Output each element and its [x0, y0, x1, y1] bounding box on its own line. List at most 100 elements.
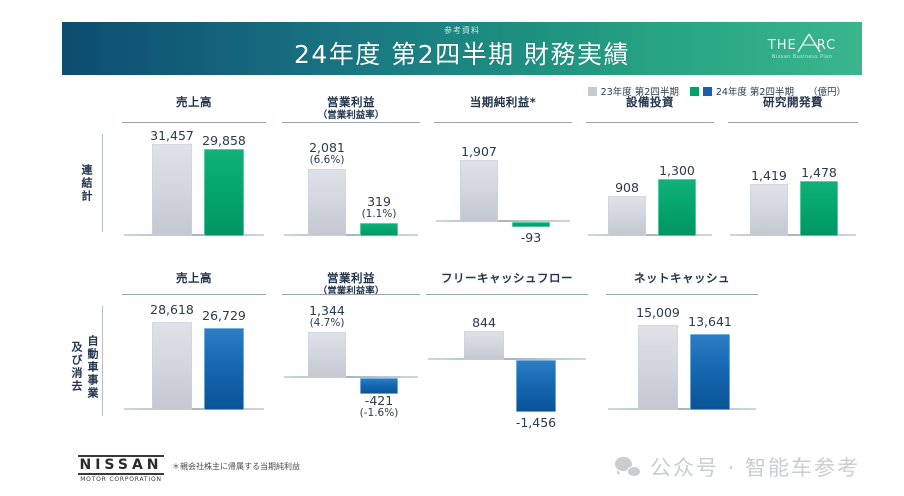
bar-pct-prev: (6.6%) [309, 154, 345, 166]
bar-prev [152, 144, 192, 236]
bar-label-curr: -421 (-1.6%) [341, 394, 417, 420]
chart-baseline [588, 234, 712, 236]
chart-panel-net-revenue-consolidated: 売上高 31,457 29,858 [118, 96, 270, 261]
bar-label-curr: -93 [520, 230, 542, 245]
bar-curr [204, 328, 244, 410]
chart-title-rule [426, 294, 588, 295]
chart-panel-net-revenue-automotive: 売上高 28,618 26,729 [118, 272, 270, 444]
chart-title-main: ネットキャッシュ [634, 271, 730, 285]
chart-title-main: 営業利益 [327, 271, 375, 285]
bar-pct-prev: (4.7%) [309, 317, 345, 329]
chart-baseline [124, 408, 264, 410]
chart-plot-area: 844 -1,456 [422, 304, 592, 434]
nissan-logo-name: NISSAN [79, 457, 163, 473]
bar-curr [204, 149, 244, 236]
row-label-line2: 及び消去 [70, 341, 83, 393]
row-axis-line [102, 134, 103, 232]
chart-title-main: 売上高 [176, 95, 212, 109]
bar-label-prev: 31,457 [150, 128, 194, 143]
bar-label-curr: 1,478 [801, 165, 837, 180]
bar-prev [750, 184, 788, 236]
chart-plot-area: 1,344 (4.7%) -421 (-1.6%) [278, 304, 424, 434]
legend-label-curr: 24年度 第2四半期 [715, 87, 794, 98]
bar-curr-negative [360, 378, 398, 394]
chart-plot-area: 31,457 29,858 [118, 129, 270, 244]
bar-curr-negative [512, 222, 550, 227]
chart-title-main: 研究開発費 [763, 95, 823, 109]
bar-prev [464, 331, 504, 360]
chart-row-automotive: 自動車事業 及び消去 売上高 28,618 26,729 営業利益 （営業利益率… [62, 272, 862, 444]
chart-panel-net-cash: ネットキャッシュ 15,009 13,641 [602, 272, 762, 444]
bar-curr [800, 181, 838, 236]
chart-title: 売上高 [118, 272, 270, 285]
bar-label-curr: 1,300 [659, 163, 695, 178]
chart-title: 研究開発費 [724, 96, 862, 109]
chart-panel-capex-consolidated: 設備投資 908 1,300 [582, 96, 718, 261]
bar-label-curr: 319 (1.1%) [341, 195, 417, 221]
watermark: 公众号 · 智能车参考 [614, 452, 860, 482]
legend-swatch-prev [587, 86, 597, 96]
chart-title: フリーキャッシュフロー [422, 272, 592, 285]
chart-title-main: 売上高 [176, 271, 212, 285]
chart-title-rule [122, 122, 266, 123]
chart-panel-net-income-consolidated: 当期純利益* 1,907 -93 [430, 96, 576, 261]
row-label-automotive: 自動車事業 及び消去 [68, 312, 100, 422]
row-axis-line [102, 306, 103, 416]
bar-curr [690, 334, 730, 410]
footnote-text: ＊親会社株主に帰属する当期純利益 [172, 462, 300, 471]
chart-title: ネットキャッシュ [602, 272, 762, 285]
chart-title-rule [586, 122, 714, 123]
bar-curr [658, 179, 696, 236]
chart-baseline [284, 234, 418, 236]
header-subtitle: 参考資料 [444, 26, 480, 35]
legend-swatch-curr-blue [702, 86, 712, 96]
bar-curr [360, 223, 398, 236]
chart-panel-rnd-consolidated: 研究開発費 1,419 1,478 [724, 96, 862, 261]
arc-word-rc: RC [816, 38, 837, 53]
bar-label-prev: 2,081 (6.6%) [289, 141, 365, 167]
chart-title-main: 当期純利益* [469, 95, 537, 109]
chart-baseline [428, 358, 586, 360]
chart-title: 当期純利益* [430, 96, 576, 109]
chart-panel-operating-profit-automotive: 営業利益 （営業利益率） 1,344 (4.7%) -421 (-1.6%) [278, 272, 424, 444]
nissan-logo-subtitle: MOTOR CORPORATION [80, 476, 162, 483]
the-arc-logo: THE RC Nissan Business Plan [756, 33, 848, 68]
bar-prev [638, 325, 678, 410]
legend-swatch-curr-green [689, 86, 699, 96]
row-label-consolidated: 連結計 [80, 163, 93, 203]
chart-panel-free-cash-flow: フリーキャッシュフロー 844 -1,456 [422, 272, 592, 444]
chart-title-main: 営業利益 [327, 95, 375, 109]
arc-word-the: THE [767, 38, 797, 53]
bar-value-curr: 319 [367, 194, 391, 209]
chart-title: 売上高 [118, 96, 270, 109]
chart-plot-area: 2,081 (6.6%) 319 (1.1%) [278, 134, 424, 244]
chart-baseline [436, 220, 570, 222]
watermark-text: 公众号 · 智能车参考 [649, 456, 860, 480]
chart-title-rule [606, 294, 758, 295]
bar-label-prev: 1,344 (4.7%) [289, 304, 365, 330]
bar-label-curr: 29,858 [202, 133, 246, 148]
bar-value-prev: 1,344 [309, 303, 345, 318]
chart-plot-area: 15,009 13,641 [602, 304, 762, 434]
wechat-icon [614, 457, 641, 477]
bar-label-prev: 1,907 [461, 144, 497, 159]
chart-title-rule [122, 294, 266, 295]
chart-plot-area: 1,419 1,478 [724, 134, 862, 244]
bar-prev [608, 196, 646, 236]
nissan-logo-bar-top [78, 455, 164, 457]
arc-subtitle: Nissan Business Plan [771, 54, 833, 60]
bar-label-curr: -1,456 [515, 415, 557, 430]
chart-baseline [124, 234, 264, 236]
bar-label-curr: 13,641 [688, 314, 732, 329]
bar-prev [308, 332, 346, 378]
chart-legend: 23年度 第2四半期 24年度 第2四半期 （億円） [587, 84, 846, 98]
chart-row-consolidated: 連結計 売上高 31,457 29,858 営業利益 （営業利益率） [62, 96, 862, 261]
chart-title: 営業利益 （営業利益率） [278, 272, 424, 298]
legend-label-prev: 23年度 第2四半期 [600, 87, 679, 98]
chart-title: 設備投資 [582, 96, 718, 109]
chart-baseline [284, 376, 418, 378]
arc-wordmark: THE RC [756, 38, 848, 53]
chart-title: 営業利益 （営業利益率） [278, 96, 424, 122]
chart-plot-area: 28,618 26,729 [118, 303, 270, 434]
